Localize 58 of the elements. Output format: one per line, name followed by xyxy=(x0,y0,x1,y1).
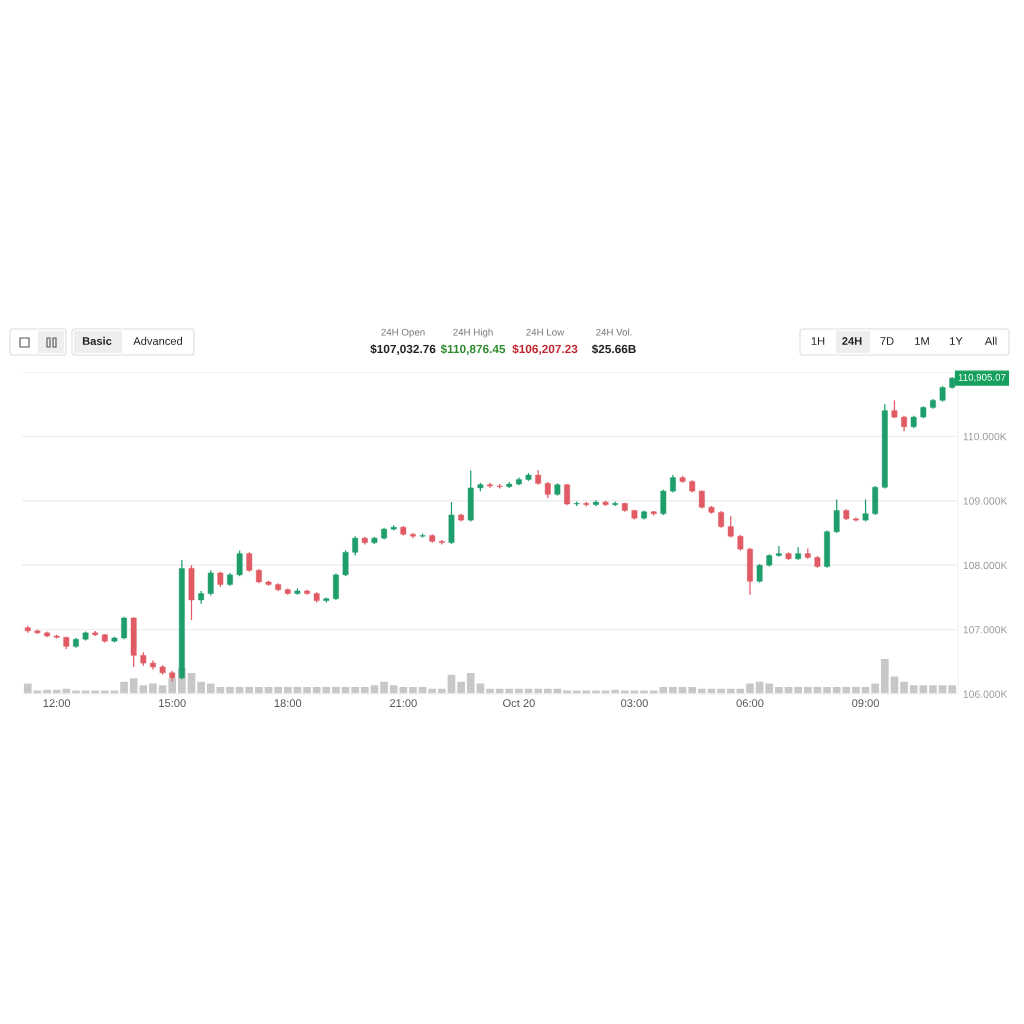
bar xyxy=(23,683,32,694)
y-tick-label: 109.000K xyxy=(963,497,1008,505)
x-tick-label: 21:00 xyxy=(389,699,417,708)
x-tick-label: 12:00 xyxy=(43,699,71,708)
text: 24H xyxy=(842,337,862,345)
text: 24H Open xyxy=(381,328,425,338)
text: 24H High xyxy=(453,328,493,338)
bar xyxy=(880,659,889,694)
x-tick-label: 06:00 xyxy=(736,699,764,708)
x-tick-label: 03:00 xyxy=(620,699,648,708)
bar xyxy=(380,681,388,694)
candlestick xyxy=(660,489,667,516)
text: 24H Vol. xyxy=(596,328,632,336)
candlestick xyxy=(727,515,734,539)
y-tick-label: 106.000K xyxy=(963,690,1008,698)
bar xyxy=(900,681,908,694)
bar xyxy=(149,683,157,694)
text: $110,876.45 xyxy=(440,344,506,355)
bar xyxy=(466,673,475,694)
text: 24H Low xyxy=(526,328,565,336)
text: $25.66B xyxy=(591,344,636,354)
candlestick xyxy=(333,572,339,601)
bar xyxy=(746,683,754,694)
candlestick xyxy=(698,489,705,510)
text: 1Y xyxy=(950,337,963,345)
bar xyxy=(197,681,205,694)
bar xyxy=(765,683,774,694)
x-tick-label: 09:00 xyxy=(852,699,880,708)
bar xyxy=(206,683,215,694)
bar xyxy=(948,685,957,694)
candlestick xyxy=(342,549,349,577)
candlestick xyxy=(236,549,243,577)
text: All xyxy=(984,336,997,345)
text: 1M xyxy=(915,337,929,345)
y-tick-label: 108.000K xyxy=(963,561,1008,570)
text: Basic xyxy=(82,336,112,345)
candlestick xyxy=(207,569,214,597)
text: Advanced xyxy=(133,336,182,345)
text: $107,032.76 xyxy=(370,344,436,355)
bar xyxy=(871,683,880,694)
y-tick-label: 110.000K xyxy=(963,432,1007,441)
text: 7D xyxy=(880,337,894,345)
x-tick-label: 15:00 xyxy=(159,699,186,708)
bar xyxy=(929,685,937,694)
candlestick xyxy=(352,535,359,557)
bar xyxy=(457,681,465,694)
text: 1H xyxy=(811,337,825,345)
candlestick xyxy=(833,498,840,534)
x-tick-label: Oct 20 xyxy=(503,699,535,708)
text: $106,207.23 xyxy=(512,344,578,355)
candlestick xyxy=(775,545,782,558)
bar xyxy=(120,681,128,694)
candlestick xyxy=(756,563,763,584)
x-tick-label: 18:00 xyxy=(274,699,302,708)
candlestick xyxy=(438,539,445,546)
candlestick xyxy=(246,551,253,573)
annotation: 110,905.07 xyxy=(958,373,1006,382)
y-tick-label: 107.000K xyxy=(963,626,1008,634)
